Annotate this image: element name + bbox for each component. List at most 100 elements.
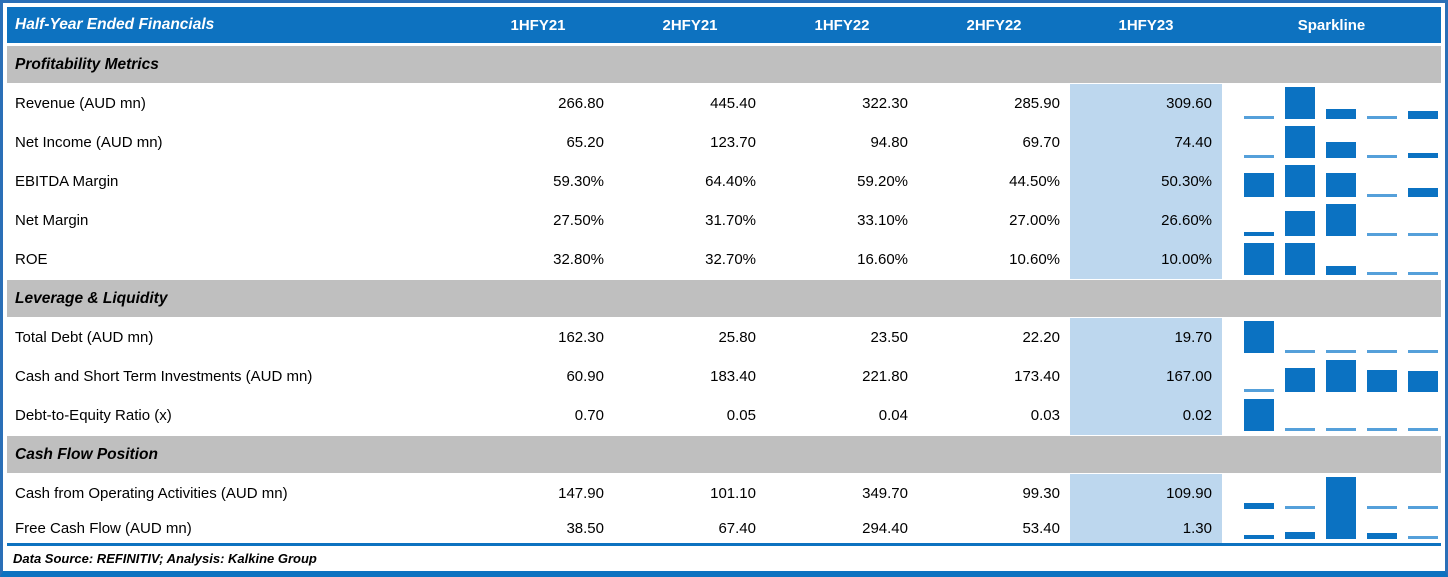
value-cell-1hfy23: 19.70: [1070, 318, 1222, 357]
sparkline-bar: [1326, 507, 1356, 539]
sparkline-cell: [1222, 162, 1441, 201]
value-cell-2hfy22: 44.50%: [1009, 173, 1060, 190]
sparkline-bar: [1367, 350, 1397, 353]
table-row: Cash from Operating Activities (AUD mn) 1…: [7, 474, 1441, 513]
sparkline-bar: [1285, 532, 1315, 539]
sparkline-bar: [1367, 194, 1397, 197]
sparkline-bar: [1326, 266, 1356, 275]
table-title: Half-Year Ended Financials: [15, 16, 215, 33]
sparkline-cell: [1222, 474, 1441, 513]
sparkline-bar: [1408, 371, 1438, 392]
value-cell-2hfy21: 0.05: [726, 407, 756, 424]
value-cell-1hfy21: 266.80: [558, 95, 604, 112]
value-cell-1hfy22: 23.50: [870, 329, 908, 346]
value-cell-2hfy22: 173.40: [1014, 368, 1060, 385]
sparkline-bar: [1285, 350, 1315, 353]
sparkline-bar: [1285, 87, 1315, 119]
value-cell-1hfy23: 309.60: [1070, 84, 1222, 123]
value-cell-1hfy22: 59.20%: [857, 173, 908, 190]
value-cell-2hfy22: 53.40: [1022, 519, 1060, 537]
value-cell-1hfy21: 38.50: [566, 519, 604, 537]
value-cell-1hfy21: 147.90: [558, 485, 604, 502]
sparkline-bar: [1244, 321, 1274, 353]
value-cell-1hfy22: 349.70: [862, 485, 908, 502]
value-cell-2hfy21: 67.40: [718, 519, 756, 537]
sparkline-bar: [1285, 368, 1315, 392]
value-cell-2hfy21: 64.40%: [705, 173, 756, 190]
column-header-1hfy21: 1HFY21: [510, 16, 566, 34]
sparkline-bar: [1326, 477, 1356, 509]
sparkline-cell: [1222, 357, 1441, 396]
value-cell-1hfy21: 162.30: [558, 329, 604, 346]
sparkline-bar: [1408, 153, 1438, 158]
value-cell-1hfy23: 10.00%: [1070, 240, 1222, 279]
sparkline-bar: [1285, 165, 1315, 197]
sparkline-bar: [1244, 389, 1274, 392]
sparkline-bar: [1326, 173, 1356, 197]
value-cell-1hfy21: 65.20: [566, 134, 604, 151]
value-cell-1hfy23: 74.40: [1070, 123, 1222, 162]
table-body: Profitability Metrics Revenue (AUD mn) 266…: [7, 45, 1441, 543]
value-cell-1hfy21: 0.70: [574, 407, 604, 424]
value-cell-1hfy22: 0.04: [878, 407, 908, 424]
sparkline-bar: [1244, 155, 1274, 158]
sparkline-bar: [1244, 243, 1274, 275]
column-header-2hfy21: 2HFY21: [662, 16, 718, 34]
row-label: Cash and Short Term Investments (AUD mn): [15, 368, 313, 385]
table-row: Net Income (AUD mn) 65.20 123.70 94.80 69.70…: [7, 123, 1441, 162]
sparkline-bar: [1326, 204, 1356, 236]
row-label: EBITDA Margin: [15, 173, 119, 190]
value-cell-2hfy21: 25.80: [718, 329, 756, 346]
value-cell-1hfy22: 94.80: [870, 134, 908, 151]
sparkline-bar: [1408, 506, 1438, 509]
sparkline-cell: [1222, 240, 1441, 279]
table-row: Net Margin 27.50% 31.70% 33.10% 27.00% 26.60%: [7, 201, 1441, 240]
sparkline-bar: [1326, 428, 1356, 431]
value-cell-1hfy22: 322.30: [862, 95, 908, 112]
sparkline-cell: [1222, 123, 1441, 162]
value-cell-1hfy23: 109.90: [1070, 474, 1222, 513]
value-cell-2hfy21: 31.70%: [705, 212, 756, 229]
table-header-row: Half-Year Ended Financials 1HFY21 2HFY21…: [7, 7, 1441, 45]
sparkline-bar: [1408, 233, 1438, 236]
sparkline-bar: [1367, 116, 1397, 119]
row-label: Free Cash Flow (AUD mn): [15, 519, 192, 537]
value-cell-1hfy22: 33.10%: [857, 212, 908, 229]
value-cell-2hfy22: 22.20: [1022, 329, 1060, 346]
sparkline-bar: [1367, 233, 1397, 236]
table-row: ROE 32.80% 32.70% 16.60% 10.60% 10.00%: [7, 240, 1441, 279]
value-cell-1hfy23: 1.30: [1070, 513, 1222, 543]
sparkline-bar: [1326, 142, 1356, 158]
sparkline-cell: [1222, 84, 1441, 123]
sparkline-bar: [1367, 533, 1397, 539]
sparkline-bar: [1408, 111, 1438, 119]
sparkline-bar: [1244, 232, 1274, 236]
table-row: EBITDA Margin 59.30% 64.40% 59.20% 44.50% 50.…: [7, 162, 1441, 201]
sparkline-bar: [1408, 188, 1438, 197]
value-cell-2hfy22: 285.90: [1014, 95, 1060, 112]
table-row: Free Cash Flow (AUD mn) 38.50 67.40 294.40 5…: [7, 507, 1441, 543]
sparkline-bar: [1285, 428, 1315, 431]
value-cell-2hfy22: 0.03: [1030, 407, 1060, 424]
value-cell-2hfy22: 69.70: [1022, 134, 1060, 151]
column-header-2hfy22: 2HFY22: [966, 16, 1022, 34]
row-label: Net Income (AUD mn): [15, 134, 163, 151]
sparkline-cell: [1222, 201, 1441, 240]
sparkline-bar: [1244, 173, 1274, 197]
value-cell-1hfy22: 16.60%: [857, 251, 908, 268]
sparkline-bar: [1244, 116, 1274, 119]
sparkline-bar: [1367, 506, 1397, 509]
sparkline-bar: [1408, 350, 1438, 353]
column-header-sparkline: Sparkline: [1297, 16, 1366, 34]
value-cell-1hfy22: 221.80: [862, 368, 908, 385]
value-cell-1hfy21: 32.80%: [553, 251, 604, 268]
value-cell-1hfy21: 59.30%: [553, 173, 604, 190]
sparkline-bar: [1285, 506, 1315, 509]
sparkline-bar: [1285, 211, 1315, 236]
sparkline-bar: [1367, 272, 1397, 275]
table-row: Debt-to-Equity Ratio (x) 0.70 0.05 0.04 0.03…: [7, 396, 1441, 435]
row-label: Net Margin: [15, 212, 89, 229]
sparkline-bar: [1326, 360, 1356, 392]
sparkline-cell: [1222, 318, 1441, 357]
